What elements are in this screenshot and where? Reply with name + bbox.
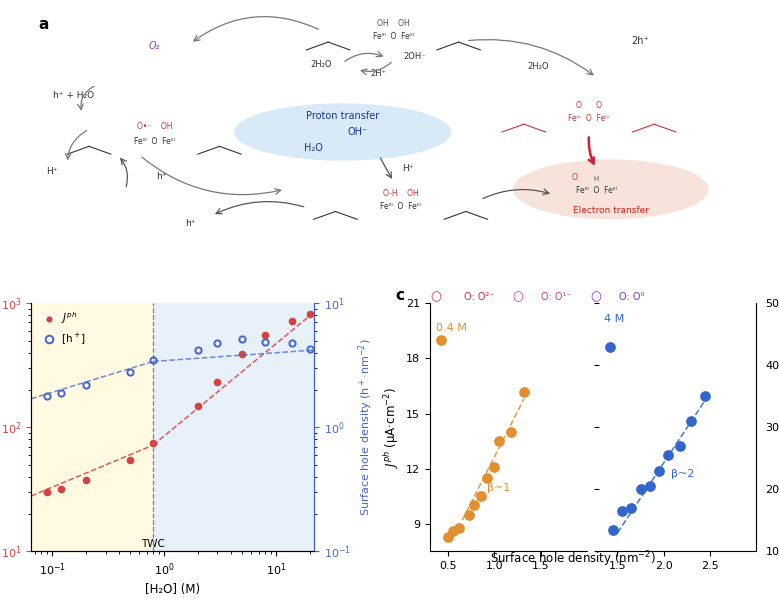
Point: [625, 503, 637, 513]
Point: [685, 416, 697, 426]
Text: O: O¹⁻: O: O¹⁻: [541, 292, 572, 302]
Legend: $J^{ph}$, [h$^+$]: $J^{ph}$, [h$^+$]: [37, 308, 89, 348]
Text: 2h⁺: 2h⁺: [631, 36, 649, 46]
Point: [674, 441, 686, 451]
Text: 0.4 M: 0.4 M: [436, 323, 467, 333]
Text: ○: ○: [431, 290, 442, 303]
Text: O: O: [572, 173, 577, 182]
Ellipse shape: [513, 159, 709, 219]
Point: [435, 335, 447, 345]
Text: Feᴵᵛ  O  Feᴵᵛ: Feᴵᵛ O Feᴵᵛ: [568, 115, 610, 124]
X-axis label: [H₂O] (M): [H₂O] (M): [145, 584, 200, 596]
Text: 2H₂O: 2H₂O: [527, 62, 549, 72]
Text: 2H₂O: 2H₂O: [310, 60, 332, 68]
Text: h⁺: h⁺: [157, 172, 167, 181]
Point: [481, 473, 493, 483]
Text: c: c: [396, 288, 404, 304]
Text: OH    OH: OH OH: [377, 19, 410, 28]
Text: h⁺: h⁺: [185, 219, 196, 228]
Text: O₂: O₂: [149, 41, 160, 51]
Text: Feᴵᴵᴵ  O  Feᴵᴵᴵ: Feᴵᴵᴵ O Feᴵᴵᴵ: [380, 202, 421, 211]
Point: [616, 506, 629, 516]
Text: β~2: β~2: [671, 469, 694, 479]
Text: O-H    OH: O-H OH: [382, 188, 418, 198]
Point: [453, 523, 466, 533]
Point: [488, 462, 501, 471]
Point: [463, 510, 475, 519]
Text: a: a: [38, 18, 49, 32]
Ellipse shape: [234, 104, 451, 161]
Point: [607, 525, 619, 534]
Text: TWC: TWC: [141, 539, 165, 549]
Point: [662, 450, 675, 460]
Point: [643, 481, 656, 491]
Text: Feᴵᴵᴵ  O  Feᴵᴵᴵ: Feᴵᴵᴵ O Feᴵᴵᴵ: [576, 186, 617, 195]
Point: [604, 342, 616, 351]
Text: β~1: β~1: [487, 483, 510, 493]
Point: [474, 491, 487, 501]
Point: [505, 427, 517, 437]
Text: Feᴵᴵᴵ  O  Feᴵᴵᴵ: Feᴵᴵᴵ O Feᴵᴵᴵ: [373, 32, 414, 41]
Text: H₂O: H₂O: [305, 142, 323, 153]
Point: [518, 387, 530, 396]
Text: Feᴵᴵᴵ  O  Feᴵᴵᴵ: Feᴵᴵᴵ O Feᴵᴵᴵ: [134, 136, 174, 145]
Text: O•⁻    OH: O•⁻ OH: [136, 122, 172, 132]
Text: h⁺ + H₂O: h⁺ + H₂O: [53, 91, 94, 100]
Point: [493, 436, 506, 446]
Point: [447, 527, 460, 536]
Text: 2H⁺: 2H⁺: [371, 69, 387, 78]
Point: [699, 391, 711, 401]
Text: O      O: O O: [576, 101, 602, 110]
Text: H⁺: H⁺: [402, 164, 414, 173]
Point: [653, 466, 665, 476]
Bar: [31, 303, 153, 551]
Text: H: H: [594, 176, 599, 182]
Point: [468, 501, 481, 510]
Y-axis label: Surface hole density (h$^+$·nm$^{-2}$): Surface hole density (h$^+$·nm$^{-2}$): [357, 339, 375, 516]
Point: [442, 532, 455, 542]
Text: ○: ○: [513, 290, 523, 303]
Text: Surface hole density (nm$^{-2}$): Surface hole density (nm$^{-2}$): [490, 550, 655, 569]
Text: Electron transfer: Electron transfer: [573, 205, 649, 215]
Text: Proton transfer: Proton transfer: [306, 112, 379, 121]
Text: OH⁻: OH⁻: [347, 127, 367, 137]
Text: 4 M: 4 M: [604, 314, 624, 324]
Text: 2OH⁻: 2OH⁻: [404, 52, 426, 61]
Text: O: O⁰: O: O⁰: [619, 292, 645, 302]
Point: [634, 485, 647, 494]
Text: ○: ○: [590, 290, 601, 303]
Text: O: O²⁻: O: O²⁻: [464, 292, 494, 302]
Text: H⁺: H⁺: [46, 167, 57, 176]
Y-axis label: $J^{ph}$ (μA·cm$^{-2}$): $J^{ph}$ (μA·cm$^{-2}$): [382, 387, 400, 468]
